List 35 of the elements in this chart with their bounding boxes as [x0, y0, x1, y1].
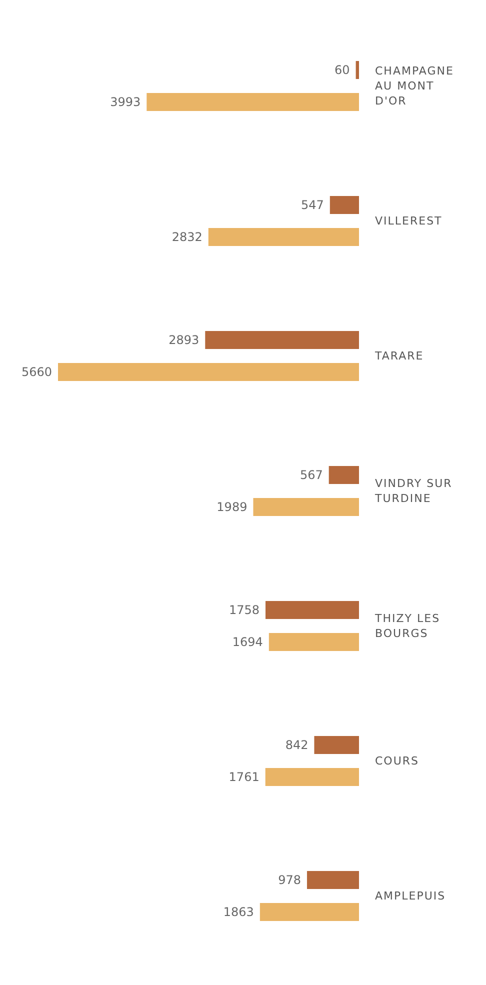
data-label: 1989: [216, 500, 248, 514]
bar: [268, 633, 359, 651]
data-label: 2832: [172, 230, 202, 244]
bar: [328, 466, 359, 484]
data-label: 1758: [228, 603, 260, 617]
y-tick-label: COURS: [375, 754, 420, 768]
bar: [356, 61, 359, 79]
bar: [330, 196, 359, 214]
data-label: 842: [285, 738, 308, 752]
bar: [253, 498, 359, 516]
data-label: 1863: [223, 905, 254, 919]
data-label: 567: [300, 468, 323, 482]
y-tick-label: CHAMPAGNE AU MONT D'OR: [375, 64, 454, 108]
bar: [314, 736, 359, 754]
y-tick-label: TARARE: [374, 350, 424, 362]
data-label: 60: [334, 63, 350, 77]
y-tick-label: THIZY LES BOURGS: [374, 612, 440, 640]
y-tick-label: VILLEREST: [375, 214, 442, 228]
bar: [146, 93, 359, 111]
data-label: 3993: [110, 95, 141, 109]
bar: [265, 768, 359, 786]
bar: [306, 871, 359, 889]
data-label: 1761: [228, 770, 260, 784]
bar: [266, 601, 359, 619]
bar: [58, 363, 359, 381]
data-label: 1694: [232, 635, 263, 649]
y-tick-label: AMPLEPUIS: [375, 890, 446, 902]
y-tick-label: VINDRY SUR TURDINE: [374, 477, 452, 505]
data-label: 2893: [168, 333, 200, 347]
data-label: 978: [278, 873, 301, 887]
data-label: 5660: [21, 365, 52, 379]
bar: [260, 903, 359, 921]
bar: [208, 228, 359, 246]
data-label: 547: [301, 198, 324, 212]
bar: [205, 331, 359, 349]
